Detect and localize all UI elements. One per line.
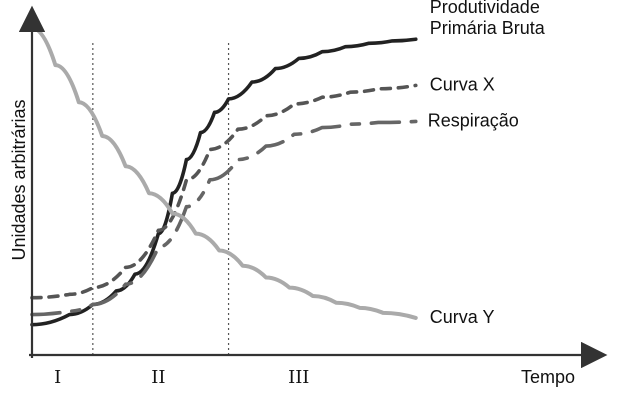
x-axis-label: Tempo — [521, 367, 575, 387]
series-label-3: Respiração — [428, 110, 519, 130]
series-line-2 — [30, 83, 418, 300]
series-line-3 — [30, 119, 418, 317]
series-line-1 — [30, 37, 418, 327]
series-label-4: Curva Y — [430, 307, 495, 327]
series-label-2: Curva X — [430, 74, 495, 94]
phase-label-3: III — [288, 367, 309, 388]
phase-label-1: I — [54, 367, 61, 388]
phase-label-2: II — [151, 367, 165, 388]
y-axis-label: Unidades arbitrárias — [9, 99, 29, 260]
series-line-4 — [30, 26, 418, 320]
series-label-1: Produtividade Primária Bruta — [430, 0, 546, 38]
